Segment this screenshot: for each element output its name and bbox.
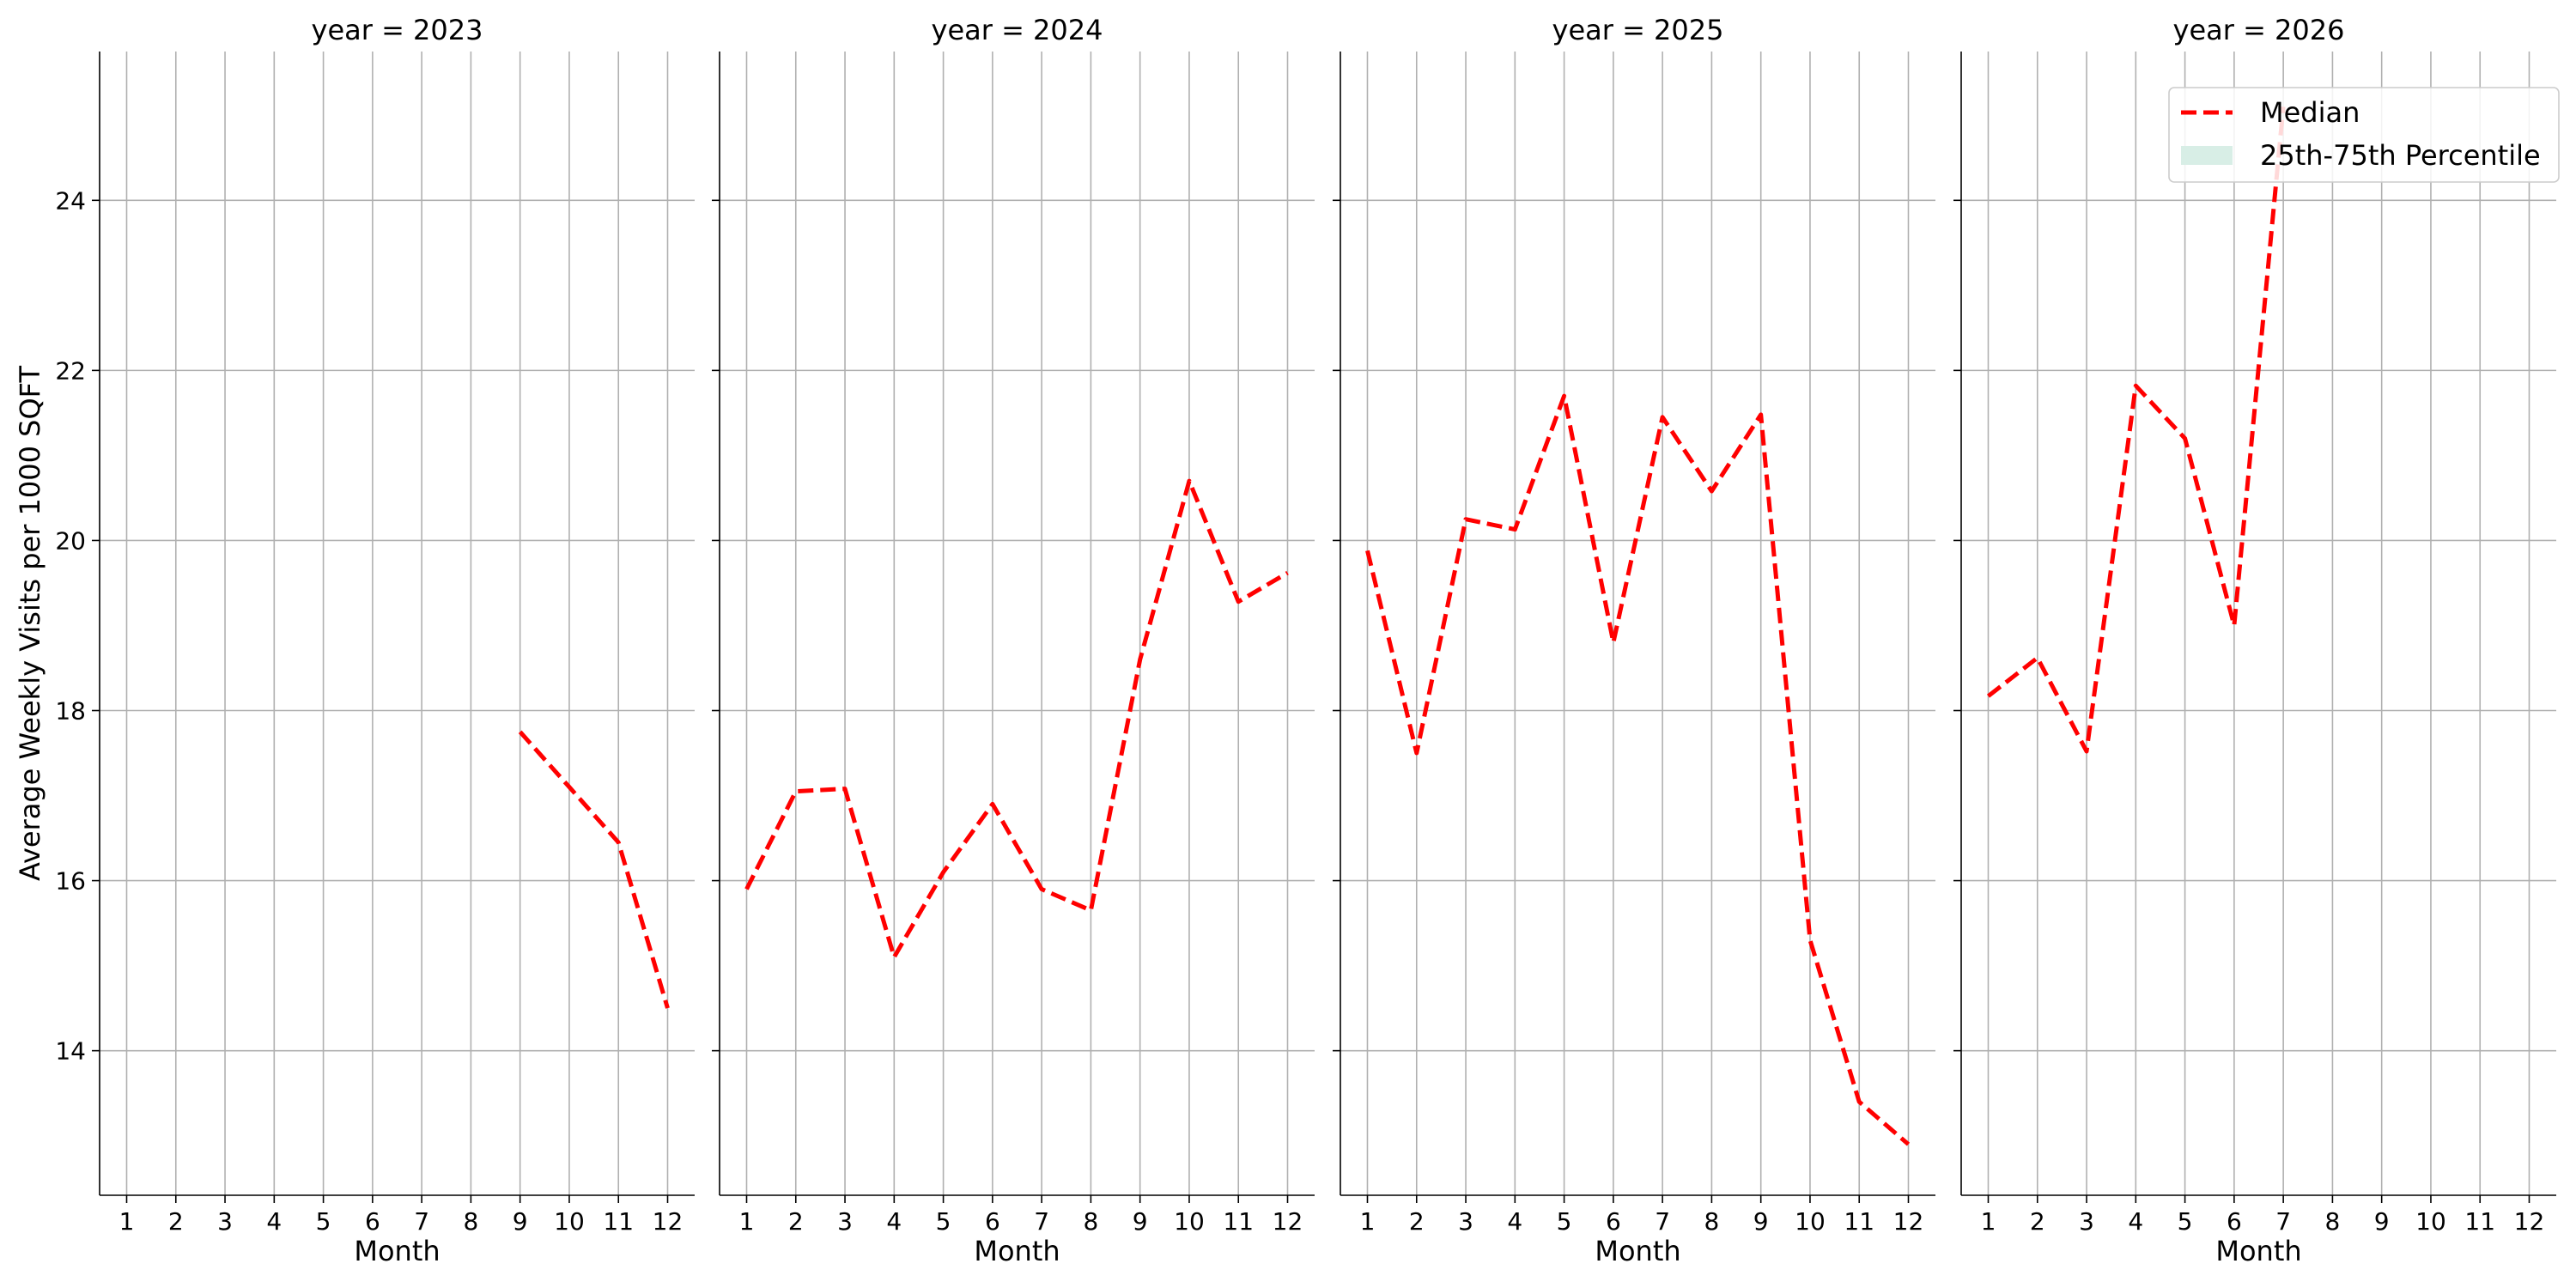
x-tick-label: 11 <box>1223 1207 1254 1236</box>
y-tick-label: 16 <box>55 867 86 896</box>
x-tick-label: 6 <box>2227 1207 2242 1236</box>
legend-band-swatch <box>2181 146 2233 165</box>
y-tick-label: 22 <box>55 356 86 385</box>
x-axis-label: Month <box>2215 1235 2301 1267</box>
legend: Median 25th-75th Percentile <box>2168 87 2560 183</box>
x-tick-label: 5 <box>936 1207 951 1236</box>
x-tick-label: 1 <box>1981 1207 1996 1236</box>
y-tick-label: 20 <box>55 526 86 555</box>
x-tick-label: 4 <box>1507 1207 1522 1236</box>
x-tick-label: 2 <box>168 1207 184 1236</box>
x-tick-label: 7 <box>414 1207 429 1236</box>
x-tick-label: 10 <box>554 1207 585 1236</box>
x-tick-label: 5 <box>2178 1207 2193 1236</box>
x-tick-label: 1 <box>1360 1207 1376 1236</box>
x-tick-label: 8 <box>2324 1207 2340 1236</box>
x-tick-label: 10 <box>2415 1207 2446 1236</box>
y-tick-label: 18 <box>55 697 86 726</box>
x-tick-label: 8 <box>1704 1207 1719 1236</box>
x-tick-label: 4 <box>886 1207 902 1236</box>
x-tick-label: 1 <box>739 1207 755 1236</box>
x-tick-label: 2 <box>788 1207 804 1236</box>
x-tick-label: 6 <box>365 1207 380 1236</box>
x-tick-label: 2 <box>2030 1207 2045 1236</box>
x-tick-label: 3 <box>837 1207 853 1236</box>
x-tick-label: 9 <box>1753 1207 1769 1236</box>
x-tick-label: 7 <box>1655 1207 1670 1236</box>
x-tick-label: 5 <box>316 1207 331 1236</box>
x-tick-label: 3 <box>2079 1207 2094 1236</box>
x-tick-label: 12 <box>653 1207 683 1236</box>
x-tick-label: 9 <box>513 1207 528 1236</box>
median-line <box>1365 393 1911 1146</box>
x-tick-label: 7 <box>2275 1207 2291 1236</box>
y-tick-label: 14 <box>55 1037 86 1066</box>
x-tick-label: 6 <box>1606 1207 1621 1236</box>
x-tick-label: 3 <box>217 1207 233 1236</box>
median-line <box>1986 106 2286 754</box>
x-axis-label: Month <box>974 1235 1060 1267</box>
median-line <box>744 478 1289 960</box>
x-tick-label: 12 <box>1273 1207 1303 1236</box>
x-tick-label: 1 <box>119 1207 135 1236</box>
x-tick-label: 4 <box>266 1207 282 1236</box>
x-tick-label: 7 <box>1034 1207 1049 1236</box>
x-axis-label: Month <box>1595 1235 1680 1267</box>
x-tick-label: 11 <box>603 1207 634 1236</box>
x-tick-label: 8 <box>463 1207 478 1236</box>
legend-box <box>2168 87 2560 183</box>
x-tick-label: 2 <box>1409 1207 1425 1236</box>
panel-title: year = 2024 <box>932 14 1103 46</box>
median-line <box>518 730 670 1009</box>
panel-title: year = 2026 <box>2173 14 2345 46</box>
x-tick-label: 5 <box>1557 1207 1572 1236</box>
panel-title: year = 2023 <box>312 14 483 46</box>
x-tick-label: 8 <box>1083 1207 1098 1236</box>
x-tick-label: 11 <box>1844 1207 1874 1236</box>
x-tick-label: 11 <box>2464 1207 2495 1236</box>
x-tick-label: 10 <box>1795 1207 1826 1236</box>
y-tick-label: 24 <box>55 186 86 215</box>
x-tick-label: 4 <box>2128 1207 2143 1236</box>
x-tick-label: 12 <box>1893 1207 1924 1236</box>
x-tick-label: 9 <box>1133 1207 1148 1236</box>
x-tick-label: 3 <box>1458 1207 1473 1236</box>
x-tick-label: 10 <box>1174 1207 1205 1236</box>
x-tick-label: 6 <box>985 1207 1000 1236</box>
panel-title: year = 2025 <box>1552 14 1724 46</box>
x-axis-label: Month <box>354 1235 440 1267</box>
x-tick-label: 9 <box>2374 1207 2390 1236</box>
legend-label: Median <box>2260 96 2360 129</box>
legend-label: 25th-75th Percentile <box>2260 139 2541 172</box>
x-tick-label: 12 <box>2514 1207 2545 1236</box>
y-axis-label: Average Weekly Visits per 1000 SQFT <box>14 365 46 881</box>
